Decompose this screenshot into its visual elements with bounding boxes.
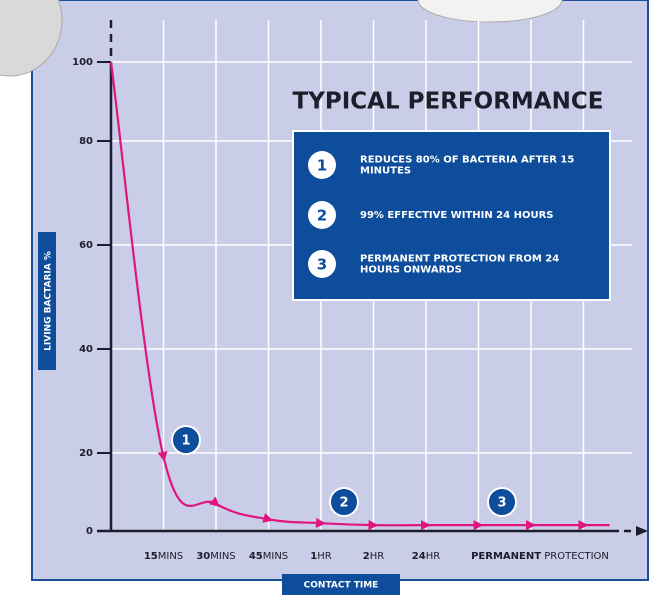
note-number: 2 (317, 207, 327, 225)
y-tick-label: 80 (79, 136, 93, 147)
note-text: MINUTES (360, 166, 411, 177)
x-tick-label-bold: 15 (144, 551, 158, 562)
stage-marker-number: 1 (181, 434, 190, 449)
note-text: PERMANENT PROTECTION FROM 24 (360, 254, 559, 265)
note-number: 3 (317, 256, 327, 274)
x-tick-label: 2HR (363, 551, 384, 562)
y-tick-label: 60 (79, 240, 93, 251)
y-axis-title: LIVING BACTARIA % (44, 251, 54, 351)
x-tick-label-rest: HR (426, 551, 441, 562)
x-tick-label-rest: HR (317, 551, 332, 562)
x-tick-label-bold: 1 (310, 551, 317, 562)
y-tick-label: 0 (86, 526, 93, 537)
x-end-label: PERMANENT PROTECTION (471, 551, 609, 562)
y-tick-label: 20 (79, 448, 93, 459)
note-text: HOURS ONWARDS (360, 265, 462, 276)
stage-marker-number: 2 (339, 496, 348, 511)
x-tick-label: 1HR (310, 551, 331, 562)
x-tick-label-bold: 24 (412, 551, 426, 562)
x-tick-label-bold: 45 (249, 551, 263, 562)
note-number: 1 (317, 157, 327, 175)
x-tick-label-bold: 2 (363, 551, 370, 562)
x-tick-label: 30MINS (196, 551, 235, 562)
chart-title: TYPICAL PERFORMANCE (293, 89, 604, 115)
stage-marker-number: 3 (497, 496, 506, 511)
x-tick-label: 15MINS (144, 551, 183, 562)
x-tick-label-rest: MINS (263, 551, 288, 562)
chart: 02040608010015MINS30MINS45MINS1HR2HR24HR… (0, 0, 662, 602)
x-tick-label-rest: HR (370, 551, 385, 562)
x-tick-label-rest: MINS (210, 551, 235, 562)
x-tick-label-rest: MINS (158, 551, 183, 562)
x-tick-label-bold: 30 (196, 551, 210, 562)
note-text: 99% EFFECTIVE WITHIN 24 HOURS (360, 210, 553, 221)
x-axis-title: CONTACT TIME (304, 581, 379, 591)
x-end-label-bold: PERMANENT (471, 551, 541, 562)
x-end-label-rest: PROTECTION (544, 551, 609, 562)
x-tick-label: 45MINS (249, 551, 288, 562)
x-tick-label: 24HR (412, 551, 440, 562)
y-tick-label: 40 (79, 344, 93, 355)
note-text: REDUCES 80% OF BACTERIA AFTER 15 (360, 155, 574, 166)
y-tick-label: 100 (72, 57, 93, 68)
